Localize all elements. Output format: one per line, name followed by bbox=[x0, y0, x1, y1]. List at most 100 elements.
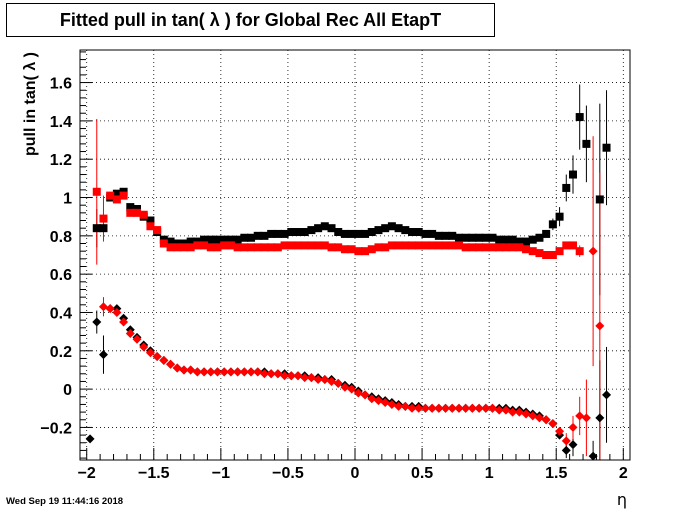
data-point-square bbox=[535, 249, 544, 258]
data-point-square bbox=[340, 229, 349, 238]
data-point-square bbox=[508, 235, 517, 244]
data-point-square bbox=[528, 235, 537, 244]
data-point-square bbox=[307, 226, 316, 235]
data-point-diamond bbox=[119, 317, 129, 327]
data-point-square bbox=[280, 241, 289, 250]
data-point-diamond bbox=[340, 382, 350, 392]
data-point-diamond bbox=[192, 367, 202, 377]
data-point-square bbox=[287, 241, 296, 250]
data-point-diamond bbox=[199, 367, 209, 377]
data-point-square bbox=[186, 243, 195, 252]
data-point-diamond bbox=[172, 363, 182, 373]
data-point-square bbox=[253, 243, 262, 252]
data-point-diamond bbox=[219, 367, 229, 377]
data-point-square bbox=[361, 229, 370, 238]
data-point-square bbox=[300, 228, 309, 237]
data-point-square bbox=[481, 243, 490, 252]
data-point-diamond bbox=[420, 403, 430, 413]
data-point-square bbox=[394, 241, 403, 250]
data-point-diamond bbox=[105, 304, 115, 314]
data-point-square bbox=[327, 224, 336, 233]
data-point-square bbox=[542, 251, 551, 259]
data-point-diamond bbox=[427, 403, 437, 413]
data-point-square bbox=[522, 245, 531, 254]
data-point-square bbox=[247, 243, 256, 252]
data-point-square bbox=[582, 139, 591, 148]
x-tick-label: 2 bbox=[619, 465, 628, 482]
data-point-square bbox=[448, 231, 457, 240]
data-point-square bbox=[408, 228, 417, 237]
data-point-diamond bbox=[259, 369, 269, 379]
data-point-square bbox=[293, 241, 302, 250]
data-point-square bbox=[454, 241, 463, 250]
data-point-diamond bbox=[300, 373, 310, 383]
y-tick-label: 1.4 bbox=[50, 114, 72, 131]
data-point-diamond bbox=[360, 390, 370, 400]
data-point-square bbox=[481, 233, 490, 242]
data-point-diamond bbox=[414, 403, 424, 413]
data-point-diamond bbox=[447, 403, 457, 413]
data-point-diamond bbox=[159, 355, 169, 365]
data-point-square bbox=[307, 241, 316, 250]
data-point-square bbox=[475, 243, 484, 252]
axes: −2 −1.5 −1 −0.5 0 0.5 1 1.5 2 −0.2 0 0.2 0.4 0.6 0.8 1 1… bbox=[40, 51, 628, 482]
data-point-diamond bbox=[588, 451, 598, 461]
data-point-diamond bbox=[373, 396, 383, 406]
x-axis-label: η bbox=[617, 490, 627, 509]
data-point-diamond bbox=[320, 375, 330, 385]
data-point-square bbox=[354, 229, 363, 238]
data-point-square bbox=[106, 191, 115, 200]
data-point-square bbox=[575, 247, 584, 256]
data-point-square bbox=[193, 241, 202, 250]
data-point-square bbox=[595, 195, 604, 204]
data-point-square bbox=[408, 241, 417, 250]
data-point-square bbox=[387, 222, 396, 231]
y-axis-label: pull in tan( λ ) bbox=[22, 52, 39, 156]
data-point-square bbox=[314, 224, 323, 233]
data-point-square bbox=[528, 247, 537, 256]
x-tick-label: −1.5 bbox=[138, 465, 170, 482]
data-point-square bbox=[468, 233, 477, 242]
error-bars bbox=[96, 84, 608, 460]
data-point-square bbox=[153, 226, 162, 235]
data-point-square bbox=[166, 237, 175, 246]
data-point-square bbox=[441, 231, 450, 240]
data-point-diamond bbox=[561, 436, 571, 446]
data-point-square bbox=[347, 245, 356, 254]
data-point-square bbox=[240, 233, 249, 242]
data-point-square bbox=[501, 235, 510, 244]
data-point-square bbox=[280, 229, 289, 238]
data-point-square bbox=[575, 113, 584, 122]
y-tick-label: 0.8 bbox=[50, 229, 72, 246]
data-point-diamond bbox=[333, 378, 343, 388]
data-point-square bbox=[273, 229, 282, 238]
data-point-square bbox=[340, 245, 349, 254]
data-point-square bbox=[535, 233, 544, 242]
data-point-diamond bbox=[132, 334, 142, 344]
data-point-diamond bbox=[85, 434, 95, 444]
data-point-square bbox=[374, 226, 383, 235]
data-point-square bbox=[293, 228, 302, 237]
data-point-diamond bbox=[488, 403, 497, 413]
data-point-diamond bbox=[213, 367, 222, 377]
data-point-square bbox=[367, 245, 376, 254]
data-point-square bbox=[92, 187, 101, 196]
data-point-square bbox=[126, 208, 135, 217]
data-point-diamond bbox=[461, 403, 471, 413]
data-point-diamond bbox=[534, 413, 544, 423]
x-tick-label: 0 bbox=[351, 465, 360, 482]
y-tick-label: 0 bbox=[63, 382, 72, 399]
data-point-diamond bbox=[595, 321, 605, 331]
data-point-square bbox=[200, 241, 209, 250]
data-point-square bbox=[495, 243, 504, 252]
data-point-square bbox=[233, 235, 242, 244]
data-point-square bbox=[387, 241, 396, 250]
data-point-square bbox=[126, 203, 135, 212]
data-point-square bbox=[334, 228, 343, 237]
x-tick-label: 0.5 bbox=[411, 465, 433, 482]
data-point-square bbox=[488, 243, 497, 252]
data-point-square bbox=[354, 247, 363, 256]
data-point-square bbox=[112, 189, 121, 198]
data-point-diamond bbox=[454, 403, 464, 413]
data-point-diamond bbox=[508, 407, 518, 417]
